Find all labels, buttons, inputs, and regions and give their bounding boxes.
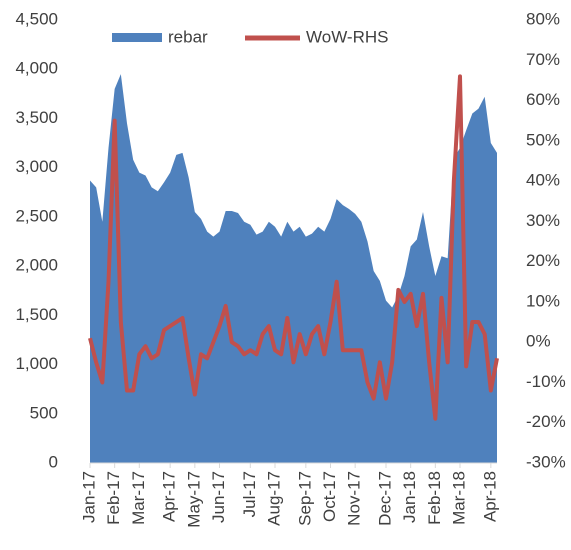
x-tick-label: Feb-18 bbox=[425, 471, 444, 525]
y-tick-label: 4,500 bbox=[15, 9, 58, 28]
y2-tick-label: -20% bbox=[526, 412, 566, 431]
y2-tick-label: -10% bbox=[526, 372, 566, 391]
x-tick-label: Aug-17 bbox=[264, 471, 283, 526]
x-tick-label: May-17 bbox=[184, 471, 203, 528]
y2-tick-label: 60% bbox=[526, 90, 560, 109]
y2-tick-label: 80% bbox=[526, 9, 560, 28]
x-tick-label: Feb-17 bbox=[104, 471, 123, 525]
y-tick-label: 3,000 bbox=[15, 157, 58, 176]
legend-swatch bbox=[112, 33, 162, 42]
x-tick-label: Jun-17 bbox=[209, 471, 228, 523]
y2-tick-label: 10% bbox=[526, 291, 560, 310]
x-tick-label: Jul-17 bbox=[240, 471, 259, 517]
y-tick-label: 2,500 bbox=[15, 206, 58, 225]
y2-tick-label: 50% bbox=[526, 130, 560, 149]
x-tick-label: Jan-17 bbox=[79, 471, 98, 523]
y2-tick-label: 20% bbox=[526, 251, 560, 270]
y-tick-label: 3,500 bbox=[15, 108, 58, 127]
x-tick-label: Apr-17 bbox=[160, 471, 179, 522]
x-tick-label: Mar-18 bbox=[449, 471, 468, 525]
x-tick-label: Jan-18 bbox=[400, 471, 419, 523]
x-tick-label: Sep-17 bbox=[295, 471, 314, 526]
x-tick-label: Mar-17 bbox=[129, 471, 148, 525]
y2-tick-label: -30% bbox=[526, 452, 566, 471]
x-tick-label: Nov-17 bbox=[345, 471, 364, 526]
y-tick-label: 4,000 bbox=[15, 59, 58, 78]
x-tick-label: Apr-18 bbox=[480, 471, 499, 522]
y2-tick-label: 30% bbox=[526, 211, 560, 230]
x-tick-label: Dec-17 bbox=[375, 471, 394, 526]
y-tick-label: 500 bbox=[30, 403, 58, 422]
y2-tick-label: 40% bbox=[526, 171, 560, 190]
legend-label: WoW-RHS bbox=[306, 27, 389, 46]
y-tick-label: 2,000 bbox=[15, 256, 58, 275]
x-tick-label: Oct-17 bbox=[320, 471, 339, 522]
y-tick-label: 0 bbox=[49, 452, 58, 471]
legend-label: rebar bbox=[168, 27, 208, 46]
y-tick-label: 1,000 bbox=[15, 354, 58, 373]
y-tick-label: 1,500 bbox=[15, 305, 58, 324]
line bbox=[88, 74, 499, 421]
y2-tick-label: 0% bbox=[526, 332, 551, 351]
y2-tick-label: 70% bbox=[526, 50, 560, 69]
